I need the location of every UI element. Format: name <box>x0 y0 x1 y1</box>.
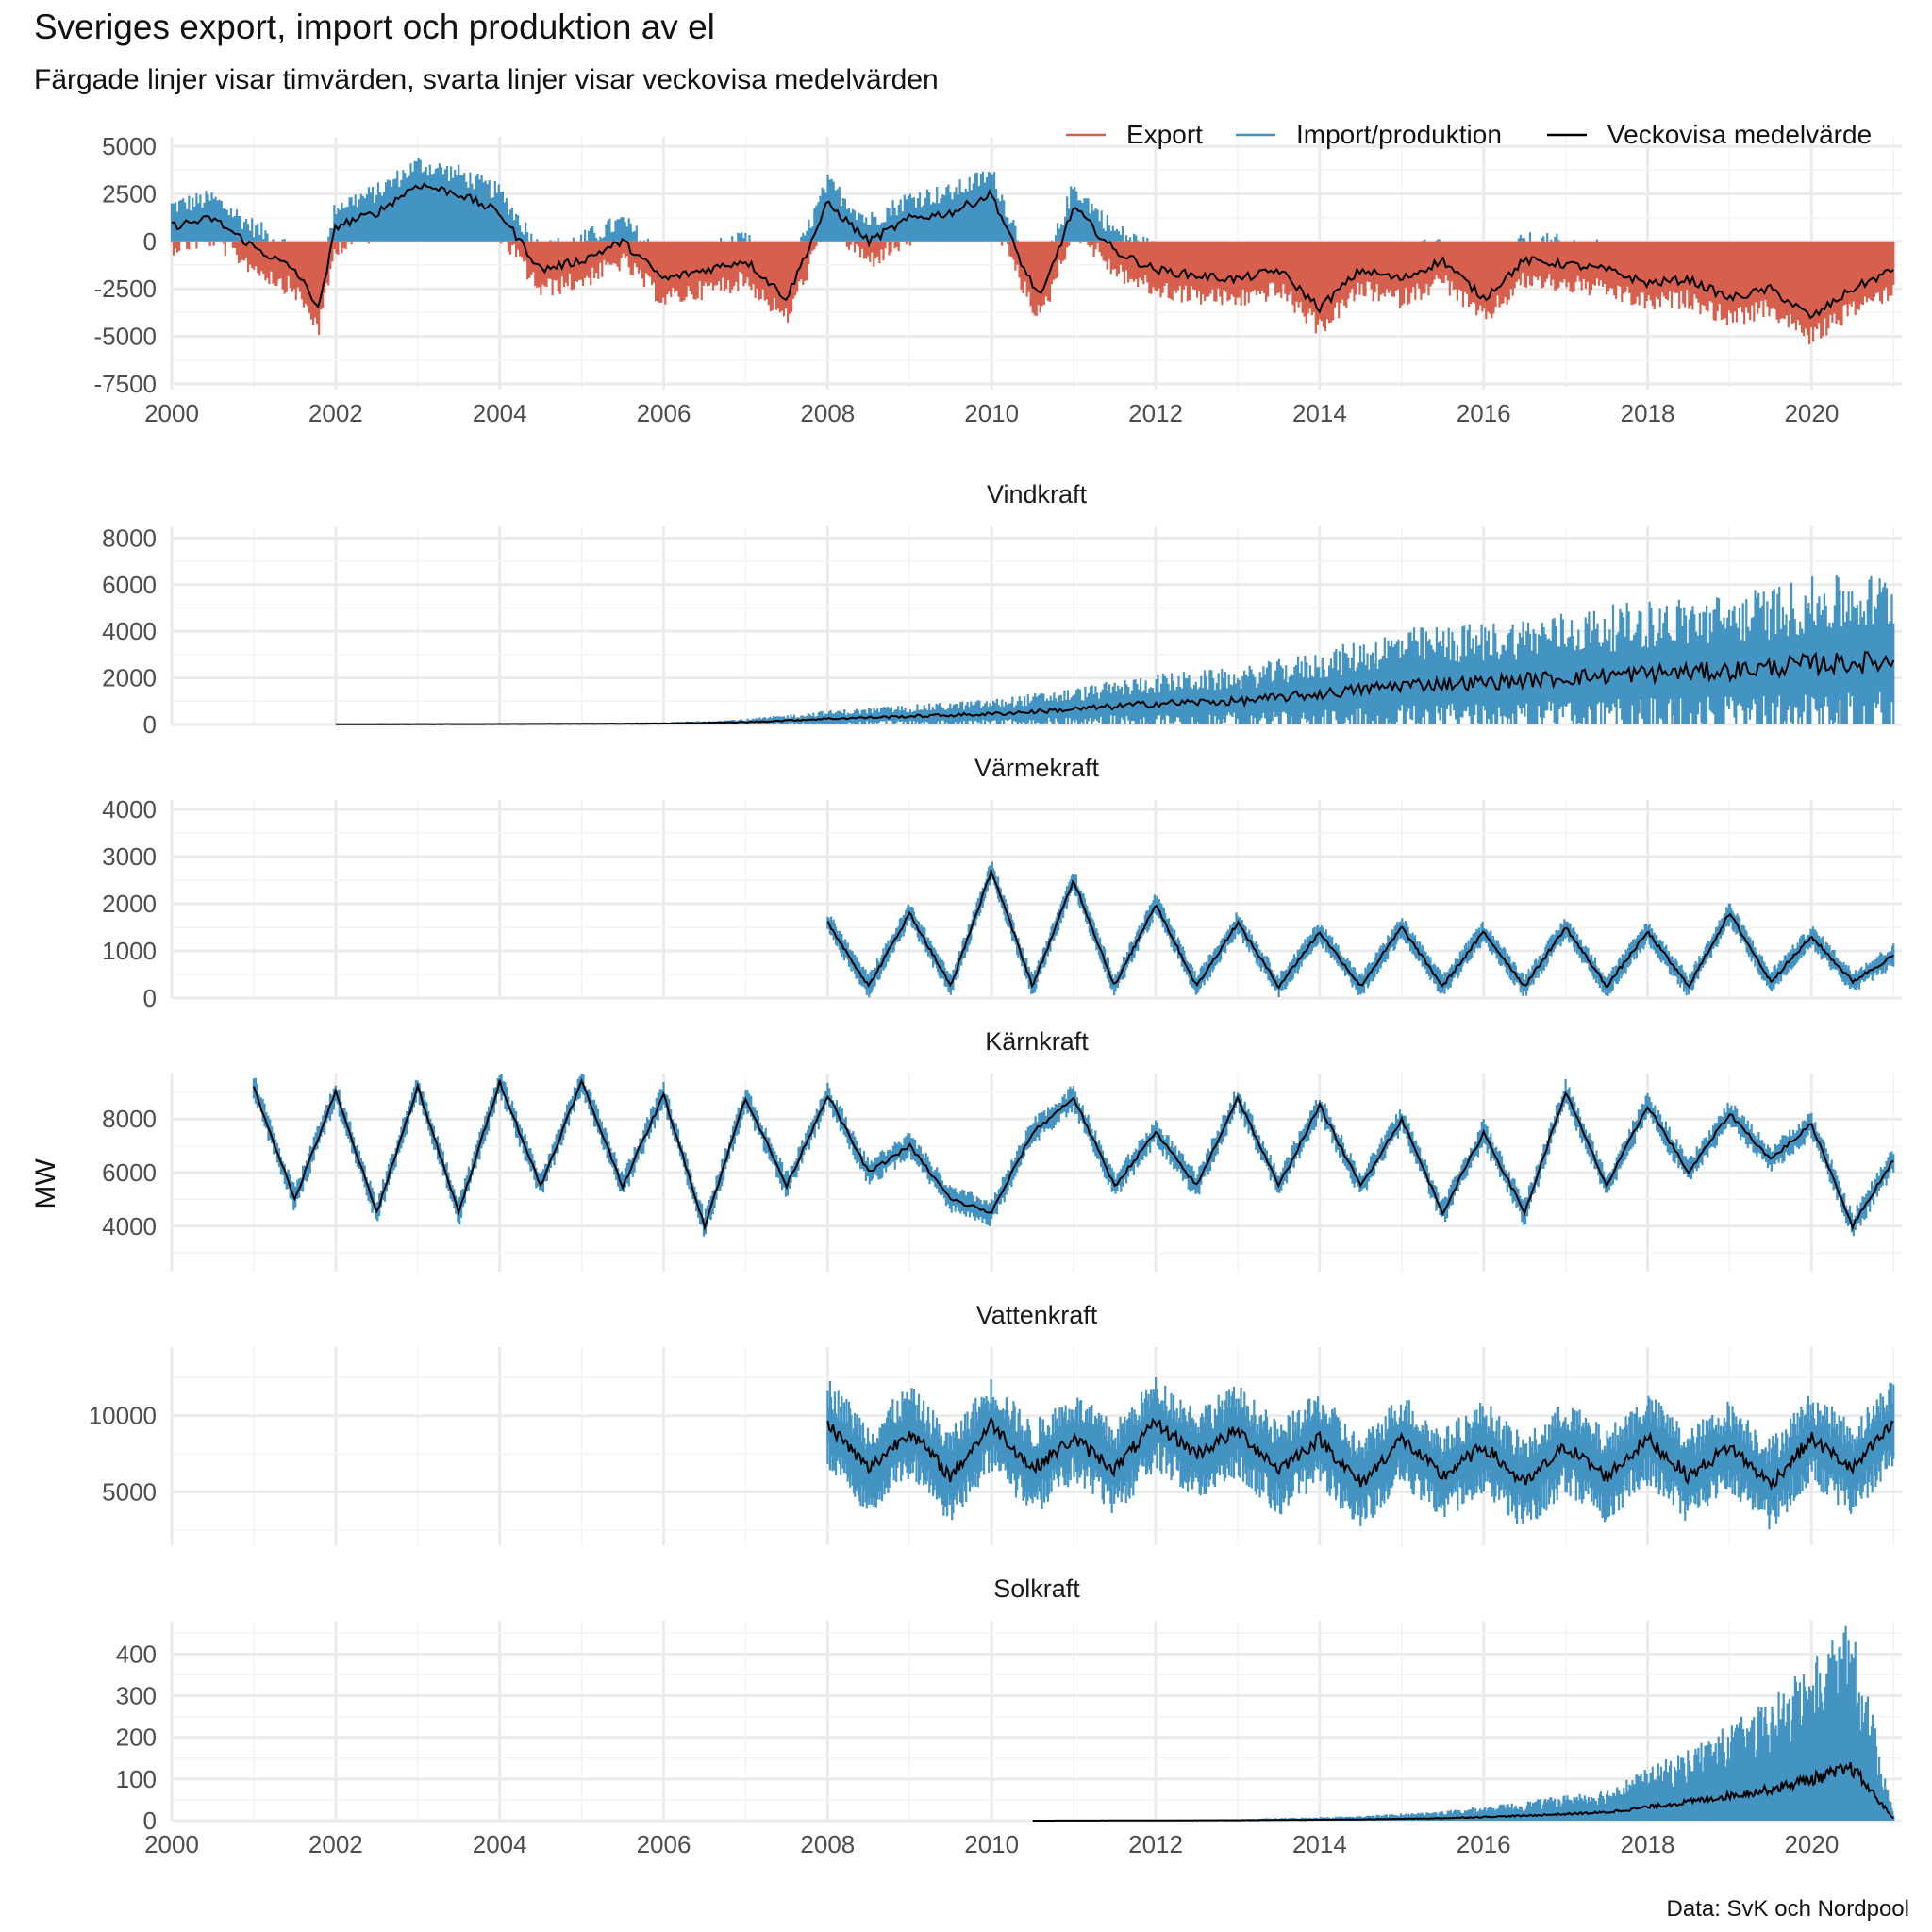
y-axis-label: MW <box>30 1158 61 1209</box>
panel-title: Kärnkraft <box>985 1027 1089 1056</box>
y-tick-label: 100 <box>116 1765 157 1793</box>
panel-1 <box>170 526 1902 726</box>
x-tick-label: 2004 <box>473 1830 527 1858</box>
x-tick-label: 2020 <box>1784 399 1839 427</box>
series-weekly-mean <box>826 1416 1894 1491</box>
x-tick-label: 2012 <box>1128 399 1183 427</box>
series-weekly-mean <box>171 182 1894 320</box>
y-tick-label: 6000 <box>102 1158 157 1187</box>
x-tick-label: 2000 <box>144 399 199 427</box>
panel-3 <box>170 1074 1902 1272</box>
x-tick-label: 2002 <box>308 399 363 427</box>
y-tick-label: 10000 <box>89 1402 157 1430</box>
panel-title: Vattenkraft <box>976 1301 1098 1329</box>
x-tick-label: 2020 <box>1784 1830 1839 1858</box>
panel-5 <box>170 1621 1902 1823</box>
y-tick-label: 6000 <box>102 571 157 599</box>
legend-label: Export <box>1126 120 1203 149</box>
y-tick-label: -5000 <box>94 323 158 351</box>
x-tick-label: 2008 <box>800 1830 855 1858</box>
series-production-hourly <box>334 575 1895 724</box>
x-tick-label: 2002 <box>308 1830 363 1858</box>
y-tick-label: 400 <box>116 1640 157 1668</box>
y-tick-label: 8000 <box>102 524 157 552</box>
y-tick-label: -7500 <box>94 370 158 398</box>
x-tick-label: 2010 <box>964 1830 1019 1858</box>
series-weekly-mean <box>826 867 1894 990</box>
y-tick-label: 2000 <box>102 890 157 918</box>
data-source-caption: Data: SvK och Nordpool <box>1666 1896 1909 1922</box>
x-tick-label: 2000 <box>144 1830 199 1858</box>
y-tick-label: 0 <box>143 984 157 1012</box>
x-tick-label: 2016 <box>1457 399 1511 427</box>
x-tick-label: 2018 <box>1621 1830 1675 1858</box>
y-tick-label: 4000 <box>102 617 157 645</box>
legend-label: Veckovisa medelvärde <box>1607 120 1872 149</box>
chart-subtitle: Färgade linjer visar timvärden, svarta l… <box>34 64 939 95</box>
y-tick-label: 2000 <box>102 664 157 692</box>
x-tick-label: 2010 <box>964 399 1019 427</box>
x-tick-label: 2012 <box>1128 1830 1183 1858</box>
y-tick-label: 2500 <box>102 179 157 208</box>
x-tick-label: 2006 <box>637 1830 691 1858</box>
y-tick-label: 4000 <box>102 1212 157 1241</box>
panel-title: Vindkraft <box>987 480 1088 508</box>
y-tick-label: 3000 <box>102 842 157 871</box>
series-weekly-mean <box>252 1077 1894 1232</box>
series-export-hourly <box>170 241 1895 345</box>
x-tick-label: 2014 <box>1292 1830 1347 1858</box>
x-tick-label: 2018 <box>1621 399 1675 427</box>
chart-title: Sveriges export, import och produktion a… <box>34 8 715 46</box>
legend-label: Import/produktion <box>1296 120 1502 149</box>
panel-title: Värmekraft <box>974 754 1100 782</box>
series-weekly-mean <box>1032 1761 1894 1822</box>
y-tick-label: 5000 <box>102 1477 157 1506</box>
x-tick-label: 2014 <box>1292 399 1347 427</box>
panel-4 <box>170 1347 1902 1545</box>
y-tick-label: 0 <box>143 227 157 256</box>
panel-0 <box>170 137 1902 390</box>
panel-2 <box>170 800 1902 1000</box>
y-tick-label: 0 <box>143 1807 157 1835</box>
series-weekly-mean <box>335 651 1895 725</box>
y-tick-label: 4000 <box>102 795 157 824</box>
x-tick-label: 2004 <box>473 399 527 427</box>
y-tick-label: 300 <box>116 1682 157 1710</box>
panel-title: Solkraft <box>993 1574 1080 1603</box>
x-tick-label: 2008 <box>800 399 855 427</box>
y-tick-label: -2500 <box>94 275 158 303</box>
y-tick-label: 8000 <box>102 1105 157 1133</box>
y-tick-label: 0 <box>143 710 157 739</box>
x-tick-label: 2006 <box>637 399 691 427</box>
x-tick-label: 2016 <box>1457 1830 1511 1858</box>
y-tick-label: 1000 <box>102 937 157 965</box>
y-tick-label: 200 <box>116 1724 157 1752</box>
y-tick-label: 5000 <box>102 132 157 160</box>
